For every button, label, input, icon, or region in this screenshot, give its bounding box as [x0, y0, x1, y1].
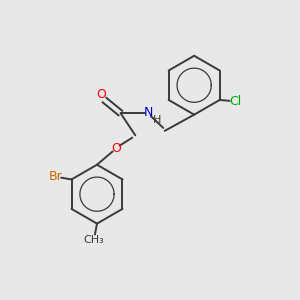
Text: O: O [111, 142, 121, 155]
Text: N: N [144, 106, 153, 119]
Text: Br: Br [48, 170, 62, 183]
Text: Cl: Cl [229, 95, 241, 108]
Text: CH₃: CH₃ [84, 235, 104, 245]
Text: H: H [153, 115, 161, 125]
Text: O: O [97, 88, 106, 101]
